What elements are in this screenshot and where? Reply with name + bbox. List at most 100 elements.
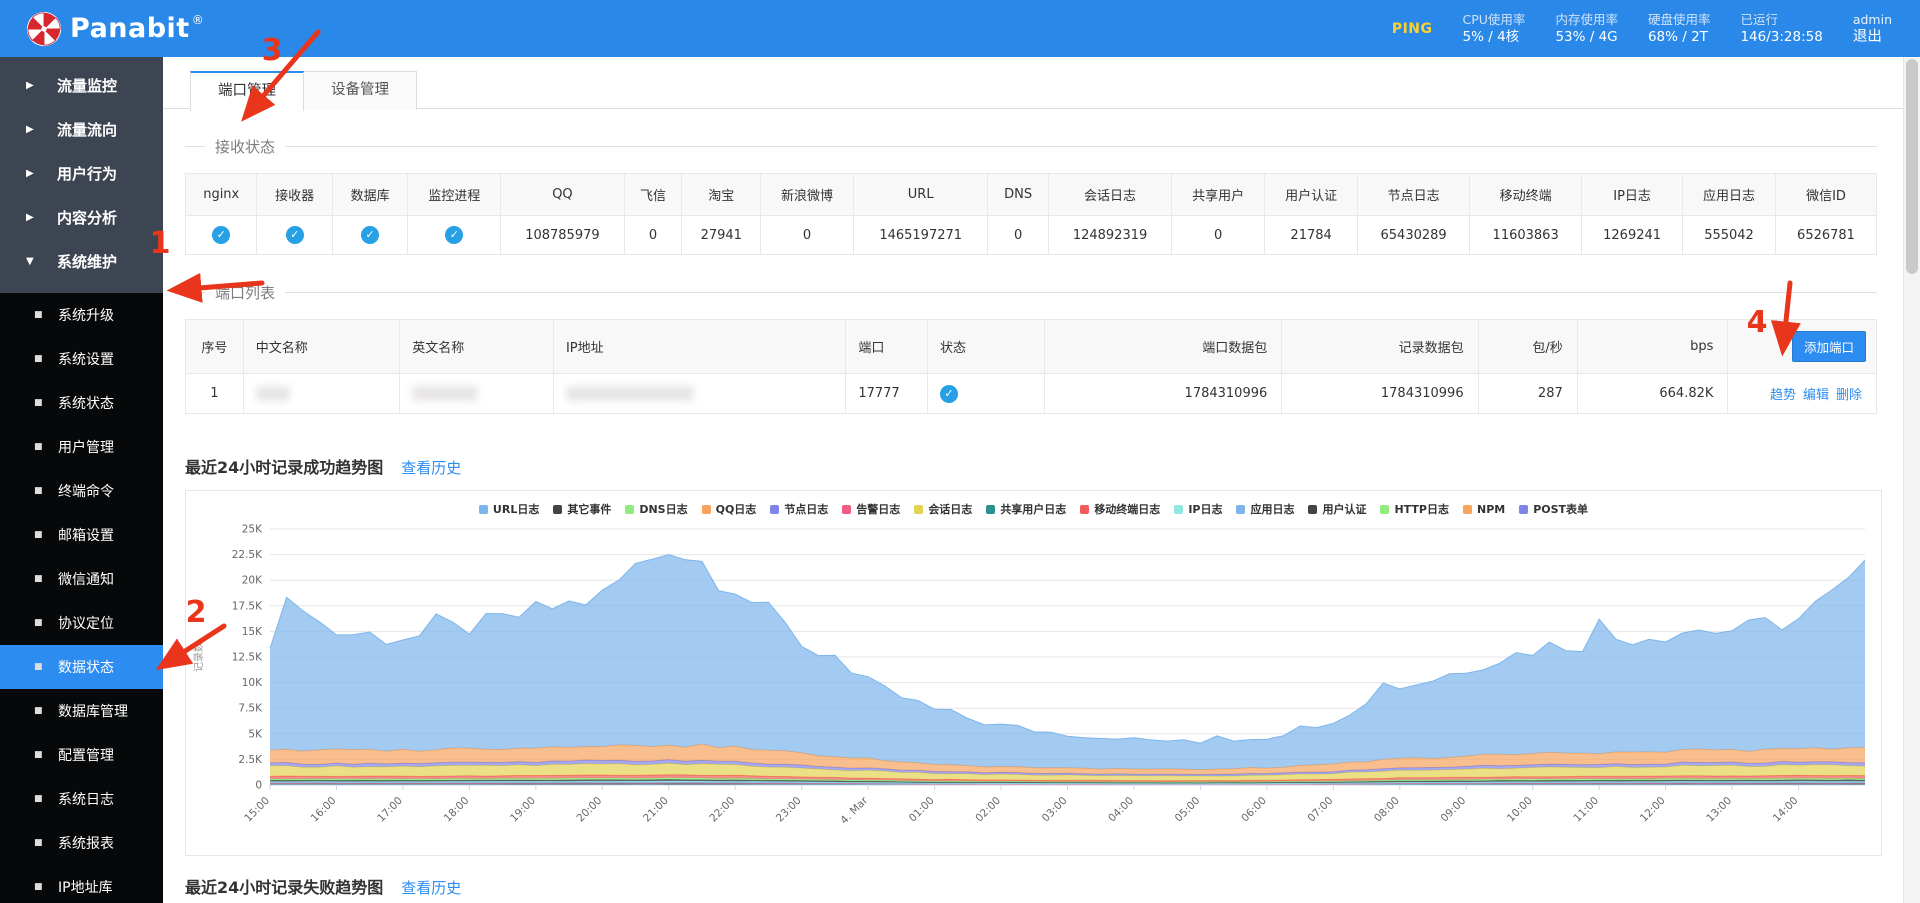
legend-item[interactable]: 会话日志 bbox=[914, 501, 972, 517]
scrollbar[interactable] bbox=[1903, 57, 1920, 903]
sidebar-subitem-config-management[interactable]: ■配置管理 bbox=[0, 733, 163, 777]
col-header: 移动终端 bbox=[1470, 174, 1582, 216]
legend-item[interactable]: URL日志 bbox=[479, 501, 539, 517]
sidebar-subitem-label: 数据状态 bbox=[58, 657, 114, 677]
sidebar-item-system-maintenance[interactable]: ▼系统维护 bbox=[0, 239, 163, 283]
add-port-button[interactable]: 添加端口 bbox=[1792, 331, 1866, 362]
svg-text:12:00: 12:00 bbox=[1638, 795, 1668, 825]
legend-item[interactable]: DNS日志 bbox=[625, 501, 687, 517]
stat-value-uptime: 146/3:28:58 bbox=[1740, 28, 1822, 47]
svg-text:02:00: 02:00 bbox=[973, 795, 1003, 825]
svg-text:23:00: 23:00 bbox=[774, 795, 804, 825]
sidebar-subitem-system-settings[interactable]: ■系统设置 bbox=[0, 337, 163, 381]
sidebar-subitem-label: 系统状态 bbox=[58, 393, 114, 413]
legend-item[interactable]: 用户认证 bbox=[1308, 501, 1366, 517]
legend-item[interactable]: 共享用户日志 bbox=[986, 501, 1066, 517]
scrollbar-thumb[interactable] bbox=[1906, 59, 1918, 274]
sidebar-subitem-database-management[interactable]: ■数据库管理 bbox=[0, 689, 163, 733]
chart2-view-history-link[interactable]: 查看历史 bbox=[401, 877, 461, 898]
sidebar-subitem-user-management[interactable]: ■用户管理 bbox=[0, 425, 163, 469]
sidebar: ▶流量监控▶流量流向▶用户行为▶内容分析▼系统维护 ■系统升级■系统设置■系统状… bbox=[0, 57, 163, 903]
legend-item[interactable]: 应用日志 bbox=[1236, 501, 1294, 517]
stat-value-memory: 53% / 4G bbox=[1555, 28, 1618, 47]
tab-port-management[interactable]: 端口管理 bbox=[190, 71, 304, 111]
svg-text:7.5K: 7.5K bbox=[238, 703, 263, 715]
stat-label-disk: 硬盘使用率 bbox=[1648, 11, 1711, 28]
topbar-right: PING CPU使用率5% / 4核内存使用率53% / 4G硬盘使用率68% … bbox=[1392, 0, 1920, 57]
legend-item[interactable]: HTTP日志 bbox=[1380, 501, 1449, 517]
legend-item[interactable]: 节点日志 bbox=[770, 501, 828, 517]
cell: 27941 bbox=[682, 216, 761, 255]
chart-legend: URL日志其它事件 DNS日志 QQ日志节点日志 告警日志会话日志共享用户日志移动终端… bbox=[186, 491, 1881, 519]
cell-chinese-name bbox=[243, 374, 399, 414]
chart2-header: 最近24小时记录失败趋势图 查看历史 bbox=[185, 874, 1877, 898]
col-header: 微信ID bbox=[1776, 174, 1877, 216]
cell-bps: 664.82K bbox=[1577, 374, 1728, 414]
svg-text:03:00: 03:00 bbox=[1040, 795, 1070, 825]
tab-device-management[interactable]: 设备管理 bbox=[303, 71, 417, 110]
col-header: 共享用户 bbox=[1172, 174, 1265, 216]
sidebar-subitem-system-report[interactable]: ■系统报表 bbox=[0, 821, 163, 865]
legend-label: 应用日志 bbox=[1250, 501, 1294, 517]
cell-english-name bbox=[400, 374, 554, 414]
sidebar-item-label: 用户行为 bbox=[57, 163, 117, 184]
sidebar-subitem-ip-library[interactable]: ■IP地址库 bbox=[0, 865, 163, 903]
cell-index: 1 bbox=[186, 374, 244, 414]
sidebar-subitem-mail-settings[interactable]: ■邮箱设置 bbox=[0, 513, 163, 557]
sidebar-subitem-label: 配置管理 bbox=[58, 745, 114, 765]
receive-status-table: nginx接收器数据库监控进程QQ飞信淘宝新浪微博URLDNS会话日志共享用户用… bbox=[185, 173, 1877, 255]
legend-swatch bbox=[625, 505, 634, 514]
user-menu: admin 退出 bbox=[1853, 11, 1892, 47]
brand-name: Panabit bbox=[70, 13, 190, 44]
legend-label: 告警日志 bbox=[856, 501, 900, 517]
sidebar-subitem-wechat-notify[interactable]: ■微信通知 bbox=[0, 557, 163, 601]
legend-item[interactable]: NPM bbox=[1463, 503, 1505, 516]
sidebar-subitem-terminal-command[interactable]: ■终端命令 bbox=[0, 469, 163, 513]
sidebar-subitem-system-status[interactable]: ■系统状态 bbox=[0, 381, 163, 425]
legend-item[interactable]: POST表单 bbox=[1519, 501, 1588, 517]
legend-swatch bbox=[1519, 505, 1528, 514]
legend-item[interactable]: IP日志 bbox=[1174, 501, 1222, 517]
sidebar-subitem-system-upgrade[interactable]: ■系统升级 bbox=[0, 293, 163, 337]
section-title-receive-status: 接收状态 bbox=[185, 136, 1877, 157]
legend-item[interactable]: 移动终端日志 bbox=[1080, 501, 1160, 517]
sidebar-item-traffic-flow[interactable]: ▶流量流向 bbox=[0, 107, 163, 151]
sidebar-item-user-behavior[interactable]: ▶用户行为 bbox=[0, 151, 163, 195]
cell: 6526781 bbox=[1776, 216, 1877, 255]
sidebar-main-menu: ▶流量监控▶流量流向▶用户行为▶内容分析▼系统维护 bbox=[0, 57, 163, 293]
bullet-icon: ■ bbox=[34, 706, 44, 716]
chart1-title: 最近24小时记录成功趋势图 bbox=[185, 454, 383, 478]
sidebar-subitem-data-status[interactable]: ■数据状态 bbox=[0, 645, 163, 689]
cell: 21784 bbox=[1265, 216, 1358, 255]
bullet-icon: ■ bbox=[34, 574, 44, 584]
legend-label: NPM bbox=[1477, 503, 1505, 516]
legend-item[interactable]: QQ日志 bbox=[702, 501, 757, 517]
sidebar-subitem-protocol-location[interactable]: ■协议定位 bbox=[0, 601, 163, 645]
trend-link[interactable]: 趋势 bbox=[1770, 388, 1796, 403]
delete-link[interactable]: 删除 bbox=[1836, 388, 1862, 403]
port-list-label: 端口列表 bbox=[215, 282, 275, 303]
sidebar-subitem-system-log[interactable]: ■系统日志 bbox=[0, 777, 163, 821]
sidebar-item-label: 流量监控 bbox=[57, 75, 117, 96]
chart1-header: 最近24小时记录成功趋势图 查看历史 bbox=[185, 454, 1877, 478]
logout-link[interactable]: 退出 bbox=[1853, 28, 1892, 47]
legend-item[interactable]: 告警日志 bbox=[842, 501, 900, 517]
sidebar-item-content-analysis[interactable]: ▶内容分析 bbox=[0, 195, 163, 239]
ping-link[interactable]: PING bbox=[1392, 21, 1433, 37]
stat-label-memory: 内存使用率 bbox=[1555, 11, 1618, 28]
legend-label: IP日志 bbox=[1188, 501, 1222, 517]
col-header: 端口数据包 bbox=[1044, 320, 1282, 374]
sidebar-item-traffic-monitor[interactable]: ▶流量监控 bbox=[0, 63, 163, 107]
sidebar-subitem-label: 系统升级 bbox=[58, 305, 114, 325]
svg-text:09:00: 09:00 bbox=[1438, 795, 1468, 825]
edit-link[interactable]: 编辑 bbox=[1803, 388, 1829, 403]
legend-label: POST表单 bbox=[1533, 501, 1588, 517]
legend-swatch bbox=[842, 505, 851, 514]
bullet-icon: ■ bbox=[34, 838, 44, 848]
sidebar-subitem-label: 系统设置 bbox=[58, 349, 114, 369]
sidebar-item-label: 系统维护 bbox=[57, 251, 117, 272]
svg-text:15:00: 15:00 bbox=[242, 795, 272, 825]
legend-item[interactable]: 其它事件 bbox=[553, 501, 611, 517]
chart1-view-history-link[interactable]: 查看历史 bbox=[401, 457, 461, 478]
registered-mark: ® bbox=[192, 13, 204, 27]
